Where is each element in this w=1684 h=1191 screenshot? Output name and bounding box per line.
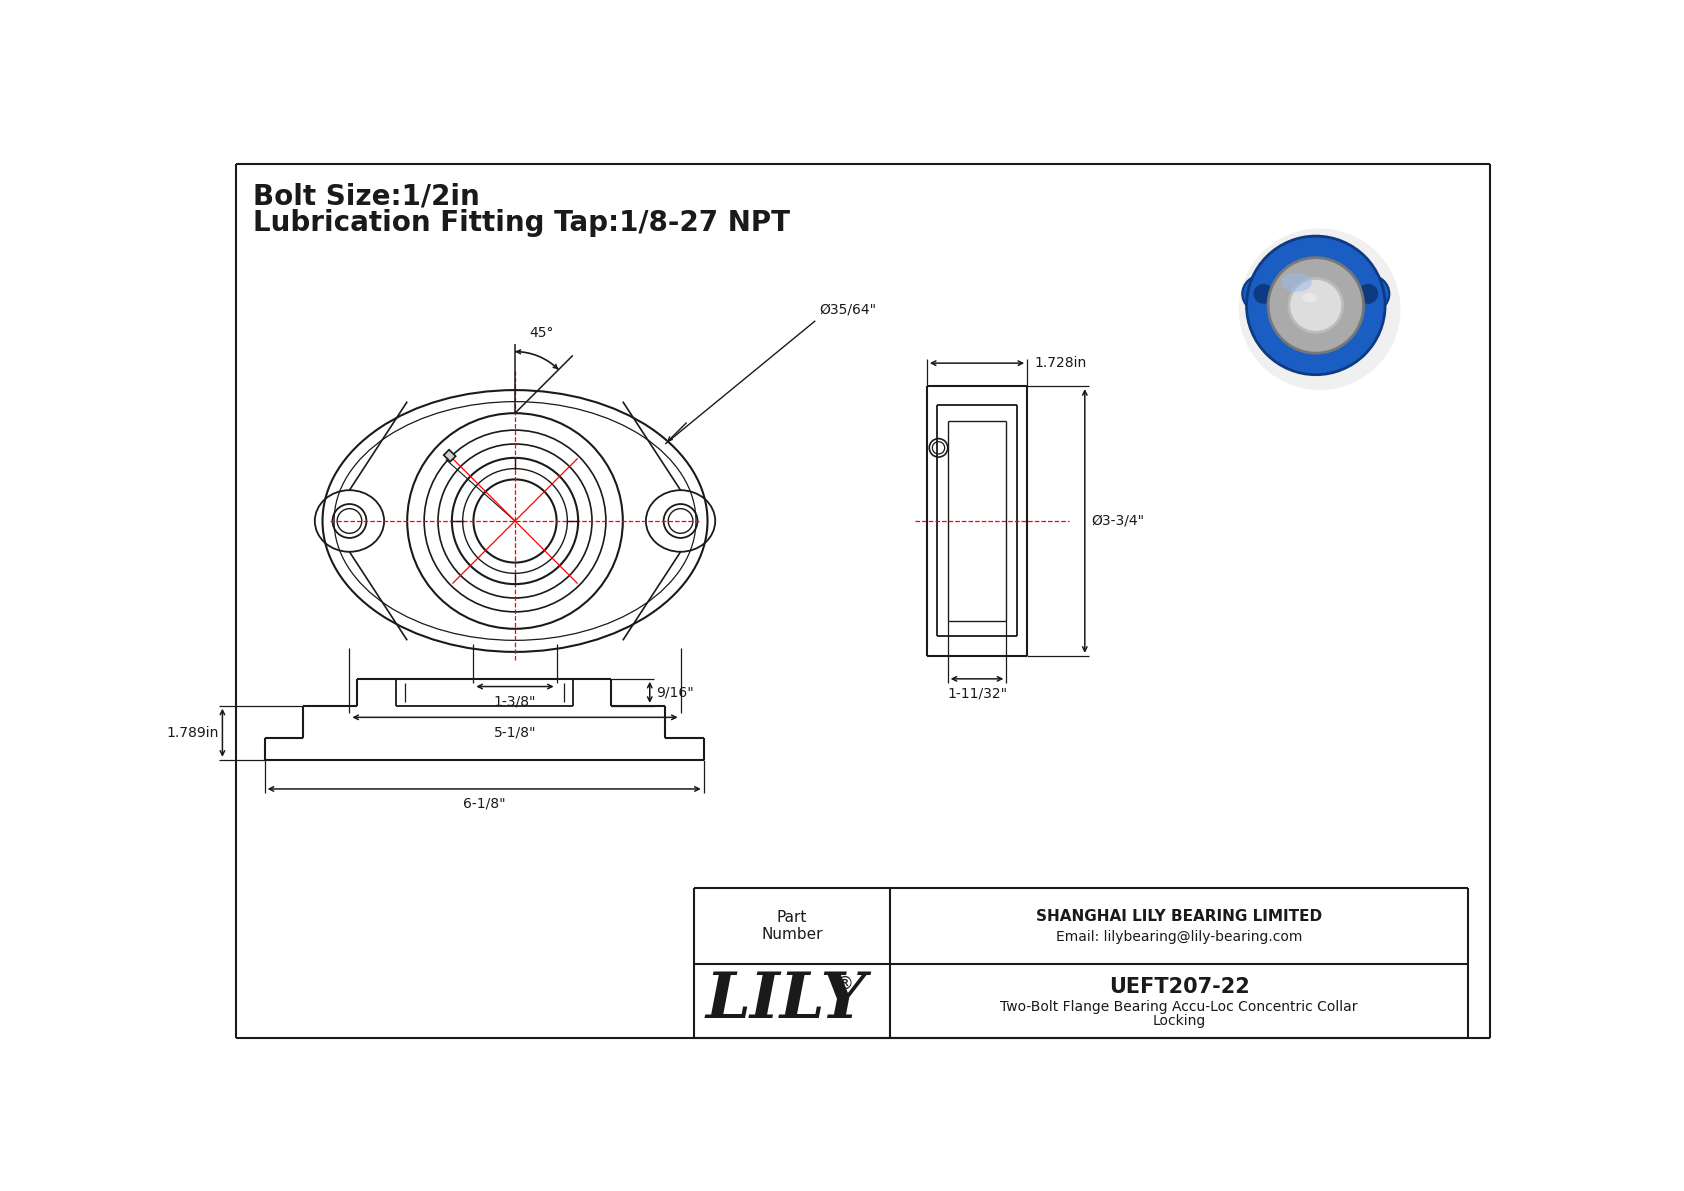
Text: 1.728in: 1.728in <box>1034 356 1086 370</box>
Bar <box>443 450 456 462</box>
Text: Part
Number: Part Number <box>761 910 822 942</box>
Text: Locking: Locking <box>1152 1014 1206 1028</box>
Circle shape <box>1268 257 1364 353</box>
Text: Ø35/64": Ø35/64" <box>818 303 876 317</box>
Text: 6-1/8": 6-1/8" <box>463 797 505 811</box>
Text: LILY: LILY <box>706 971 866 1031</box>
Ellipse shape <box>1239 229 1401 391</box>
Text: 5-1/8": 5-1/8" <box>493 725 536 740</box>
Text: ®: ® <box>835 975 854 993</box>
Ellipse shape <box>1282 273 1312 292</box>
Circle shape <box>1359 285 1378 303</box>
Text: SHANGHAI LILY BEARING LIMITED: SHANGHAI LILY BEARING LIMITED <box>1036 909 1322 924</box>
Ellipse shape <box>1243 275 1285 313</box>
Text: Email: lilybearing@lily-bearing.com: Email: lilybearing@lily-bearing.com <box>1056 930 1302 943</box>
Text: UEFT207-22: UEFT207-22 <box>1108 978 1250 997</box>
Text: Two-Bolt Flange Bearing Accu-Loc Concentric Collar: Two-Bolt Flange Bearing Accu-Loc Concent… <box>1000 1000 1357 1015</box>
Ellipse shape <box>1303 293 1317 303</box>
Text: 45°: 45° <box>530 326 554 341</box>
Ellipse shape <box>1347 275 1389 313</box>
Text: 9/16": 9/16" <box>657 685 694 699</box>
Text: Bolt Size:1/2in: Bolt Size:1/2in <box>253 182 480 210</box>
Text: 1.789in: 1.789in <box>167 725 219 740</box>
Circle shape <box>1255 285 1273 303</box>
Text: 1-3/8": 1-3/8" <box>493 694 536 709</box>
Circle shape <box>1288 279 1342 332</box>
Text: Lubrication Fitting Tap:1/8-27 NPT: Lubrication Fitting Tap:1/8-27 NPT <box>253 210 790 237</box>
Circle shape <box>1246 236 1386 375</box>
Text: 1-11/32": 1-11/32" <box>946 686 1007 700</box>
Text: Ø3-3/4": Ø3-3/4" <box>1091 515 1143 528</box>
